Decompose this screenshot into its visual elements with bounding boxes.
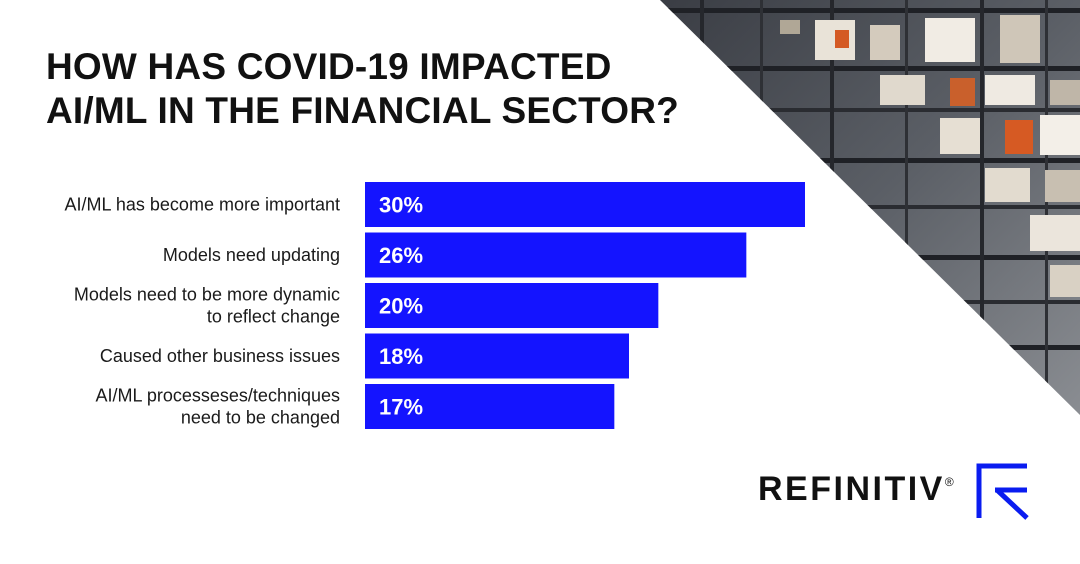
bar-5 xyxy=(365,384,615,429)
title-line-2: AI/ML IN THE FINANCIAL SECTOR? xyxy=(46,90,679,131)
brand-name: REFINITIV xyxy=(758,470,945,508)
title-line-1: HOW HAS COVID-19 IMPACTED xyxy=(46,46,612,87)
category-label: AI/ML processeses/techniques xyxy=(96,386,340,406)
refinitiv-logo-icon xyxy=(976,463,1029,520)
bar-value-label: 17% xyxy=(379,395,423,420)
category-label: Models need updating xyxy=(163,245,340,265)
category-label: need to be changed xyxy=(181,408,340,428)
page-title: HOW HAS COVID-19 IMPACTED AI/ML IN THE F… xyxy=(46,45,679,133)
bar-2 xyxy=(365,232,747,278)
bar-value-label: 20% xyxy=(379,294,423,319)
category-label: Caused other business issues xyxy=(100,346,340,366)
bar-3 xyxy=(365,283,659,328)
category-label: AI/ML has become more important xyxy=(65,195,340,215)
bar-value-label: 18% xyxy=(379,344,423,369)
bar-value-label: 26% xyxy=(379,243,423,268)
registered-mark: ® xyxy=(944,475,954,489)
brand-wordmark: REFINITIV® xyxy=(758,470,954,509)
category-label: Models need to be more dynamic xyxy=(74,285,340,305)
bar-4 xyxy=(365,333,629,379)
bar-value-label: 30% xyxy=(379,193,423,218)
category-label: to reflect change xyxy=(207,307,340,327)
bar-1 xyxy=(365,182,805,227)
logo-stroke xyxy=(976,463,1029,520)
